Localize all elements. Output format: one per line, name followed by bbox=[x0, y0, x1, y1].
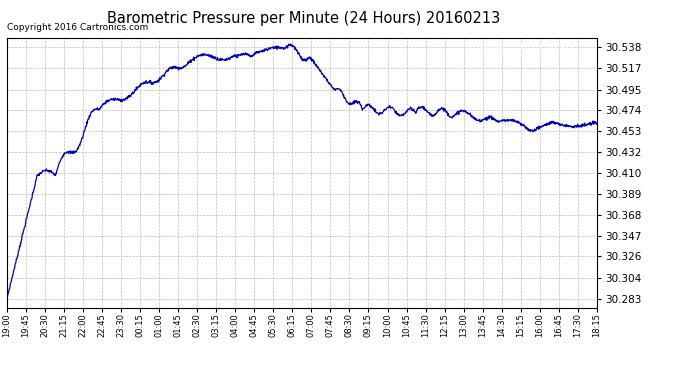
Text: Barometric Pressure per Minute (24 Hours) 20160213: Barometric Pressure per Minute (24 Hours… bbox=[107, 11, 500, 26]
Text: Copyright 2016 Cartronics.com: Copyright 2016 Cartronics.com bbox=[8, 23, 149, 32]
